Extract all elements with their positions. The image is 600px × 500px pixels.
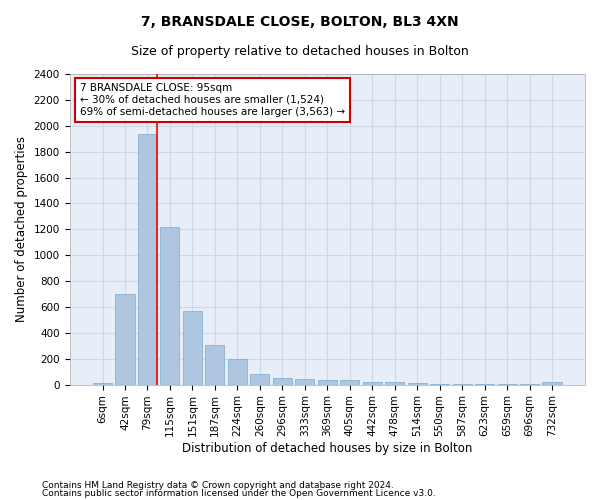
Bar	[138, 134, 157, 384]
X-axis label: Distribution of detached houses by size in Bolton: Distribution of detached houses by size …	[182, 442, 472, 455]
Bar	[273, 378, 292, 384]
Bar	[160, 226, 179, 384]
Bar	[407, 382, 427, 384]
Bar	[542, 382, 562, 384]
Bar	[385, 382, 404, 384]
Bar	[295, 380, 314, 384]
Text: Contains HM Land Registry data © Crown copyright and database right 2024.: Contains HM Land Registry data © Crown c…	[42, 480, 394, 490]
Bar	[318, 380, 337, 384]
Bar	[183, 311, 202, 384]
Text: Contains public sector information licensed under the Open Government Licence v3: Contains public sector information licen…	[42, 489, 436, 498]
Text: 7, BRANSDALE CLOSE, BOLTON, BL3 4XN: 7, BRANSDALE CLOSE, BOLTON, BL3 4XN	[141, 15, 459, 29]
Bar	[115, 294, 134, 384]
Bar	[228, 358, 247, 384]
Bar	[250, 374, 269, 384]
Y-axis label: Number of detached properties: Number of detached properties	[15, 136, 28, 322]
Bar	[93, 382, 112, 384]
Text: Size of property relative to detached houses in Bolton: Size of property relative to detached ho…	[131, 45, 469, 58]
Bar	[340, 380, 359, 384]
Bar	[362, 382, 382, 384]
Bar	[205, 345, 224, 385]
Text: 7 BRANSDALE CLOSE: 95sqm
← 30% of detached houses are smaller (1,524)
69% of sem: 7 BRANSDALE CLOSE: 95sqm ← 30% of detach…	[80, 84, 345, 116]
